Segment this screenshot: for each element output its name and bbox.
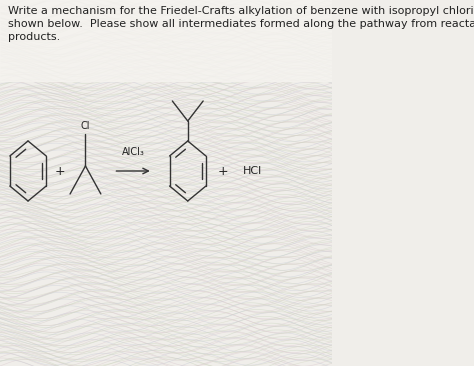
Text: HCl: HCl: [243, 166, 262, 176]
Text: Cl: Cl: [81, 121, 90, 131]
Text: Write a mechanism for the Friedel-Crafts alkylation of benzene with isopropyl ch: Write a mechanism for the Friedel-Crafts…: [9, 6, 474, 42]
Bar: [0, 0, 332, 81]
Text: +: +: [218, 164, 228, 178]
Text: +: +: [54, 164, 65, 178]
Text: AlCl₃: AlCl₃: [122, 147, 145, 157]
